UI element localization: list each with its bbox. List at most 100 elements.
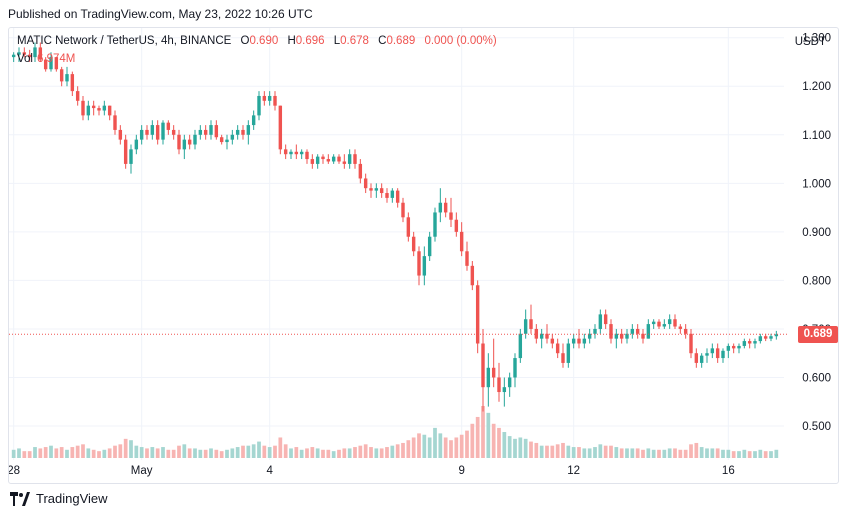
candlestick-chart[interactable]: 1.3001.2001.1001.0000.9000.8000.7000.600…	[9, 28, 839, 484]
volume-bar	[774, 449, 779, 458]
candle-body	[123, 139, 128, 164]
chart-frame[interactable]: 1.3001.2001.1001.0000.9000.8000.7000.600…	[8, 27, 839, 484]
symbol-label[interactable]: MATIC Network / TetherUS, 4h, BINANCE	[17, 35, 232, 47]
candle-body	[454, 219, 459, 232]
candle-body	[283, 149, 288, 155]
candle-body	[347, 154, 352, 164]
candle-body	[561, 353, 565, 363]
candle-body	[630, 328, 635, 334]
price-tick-label: 0.900	[802, 227, 831, 239]
time-tick-label: 9	[458, 465, 464, 477]
candle-body	[65, 74, 69, 82]
candle-body	[310, 159, 315, 164]
candle-body	[369, 188, 373, 191]
candle-body	[486, 367, 491, 388]
candle-body	[470, 265, 475, 286]
volume-bar	[566, 445, 571, 458]
volume-bar	[374, 448, 379, 458]
candle-body	[651, 321, 656, 325]
candle-body	[219, 137, 224, 143]
price-tick-label: 1.000	[802, 178, 831, 190]
candle-body	[150, 125, 155, 135]
candle-body	[91, 105, 96, 109]
volume-bar	[65, 449, 69, 458]
volume-bar	[641, 449, 645, 458]
volume-bar	[91, 449, 96, 458]
candle-body	[433, 212, 437, 237]
volume-bar	[721, 449, 725, 458]
candle-body	[555, 343, 560, 354]
volume-bar	[406, 440, 411, 458]
candle-body	[737, 345, 741, 349]
candle-body	[187, 139, 192, 145]
volume-bar	[369, 447, 373, 458]
candle-body	[753, 341, 757, 344]
candle-body	[438, 202, 443, 213]
volume-bar	[523, 438, 528, 458]
volume-bar	[726, 449, 731, 458]
tradingview-logo-icon	[10, 491, 30, 506]
candle-body	[518, 333, 523, 359]
volume-bar	[507, 436, 512, 458]
currency-label[interactable]: USDT	[794, 36, 826, 48]
candle-body	[273, 95, 277, 106]
volume-bar	[235, 447, 240, 458]
volume-bar	[337, 449, 341, 458]
volume-bar	[27, 451, 32, 458]
volume-bar	[513, 438, 517, 458]
candle-body	[337, 156, 341, 162]
candle-body	[411, 236, 416, 252]
volume-bar	[315, 448, 320, 458]
vol-value: 6.974M	[37, 53, 76, 65]
candle-body	[225, 139, 229, 143]
candle-body	[667, 319, 672, 325]
candle-body	[86, 105, 91, 116]
volume-bar	[465, 430, 469, 458]
candle-body	[321, 156, 325, 160]
volume-bar	[379, 448, 384, 458]
published-caption: Published on TradingView.com, May 23, 20…	[8, 7, 313, 21]
candle-body	[774, 334, 779, 337]
candle-body	[491, 367, 496, 378]
candle-body	[614, 333, 619, 339]
candle-body	[118, 129, 123, 140]
candle-body	[331, 156, 336, 162]
candle-body	[422, 256, 427, 276]
volume-bar	[603, 445, 608, 458]
candle-body	[619, 333, 624, 339]
price-tick-label: 1.300	[802, 33, 831, 45]
candle-body	[289, 151, 293, 155]
footer[interactable]: TradingView	[10, 491, 108, 506]
volume-bar	[401, 442, 405, 458]
volume-bar	[342, 448, 347, 458]
candle-body	[475, 285, 480, 344]
volume-bar	[651, 449, 656, 458]
volume-bar	[502, 432, 507, 458]
volume-bar	[433, 427, 437, 458]
candle-body	[182, 139, 187, 150]
candle-body	[278, 105, 283, 150]
candle-body	[49, 57, 53, 70]
volume-bar	[294, 447, 299, 458]
time-tick-label: 12	[567, 465, 580, 477]
vol-key: Vol	[17, 53, 33, 65]
volume-bar	[193, 448, 197, 458]
candle-body	[70, 74, 75, 92]
candle-body	[129, 149, 133, 164]
candle-body	[107, 105, 112, 116]
volume-bar	[187, 448, 192, 458]
candle-body	[193, 134, 197, 145]
volume-bar	[225, 449, 229, 458]
volume-bar	[177, 445, 181, 458]
volume-bar	[166, 449, 171, 458]
candle-body	[598, 314, 603, 329]
candle-body	[161, 122, 165, 140]
candle-body	[342, 161, 347, 164]
candle-body	[54, 57, 59, 70]
volume-bar	[593, 447, 597, 458]
candle-body	[507, 377, 512, 388]
candle-body	[299, 151, 304, 155]
volume-bar	[310, 447, 315, 458]
volume-bar	[438, 433, 443, 458]
volume-bar	[118, 444, 123, 458]
